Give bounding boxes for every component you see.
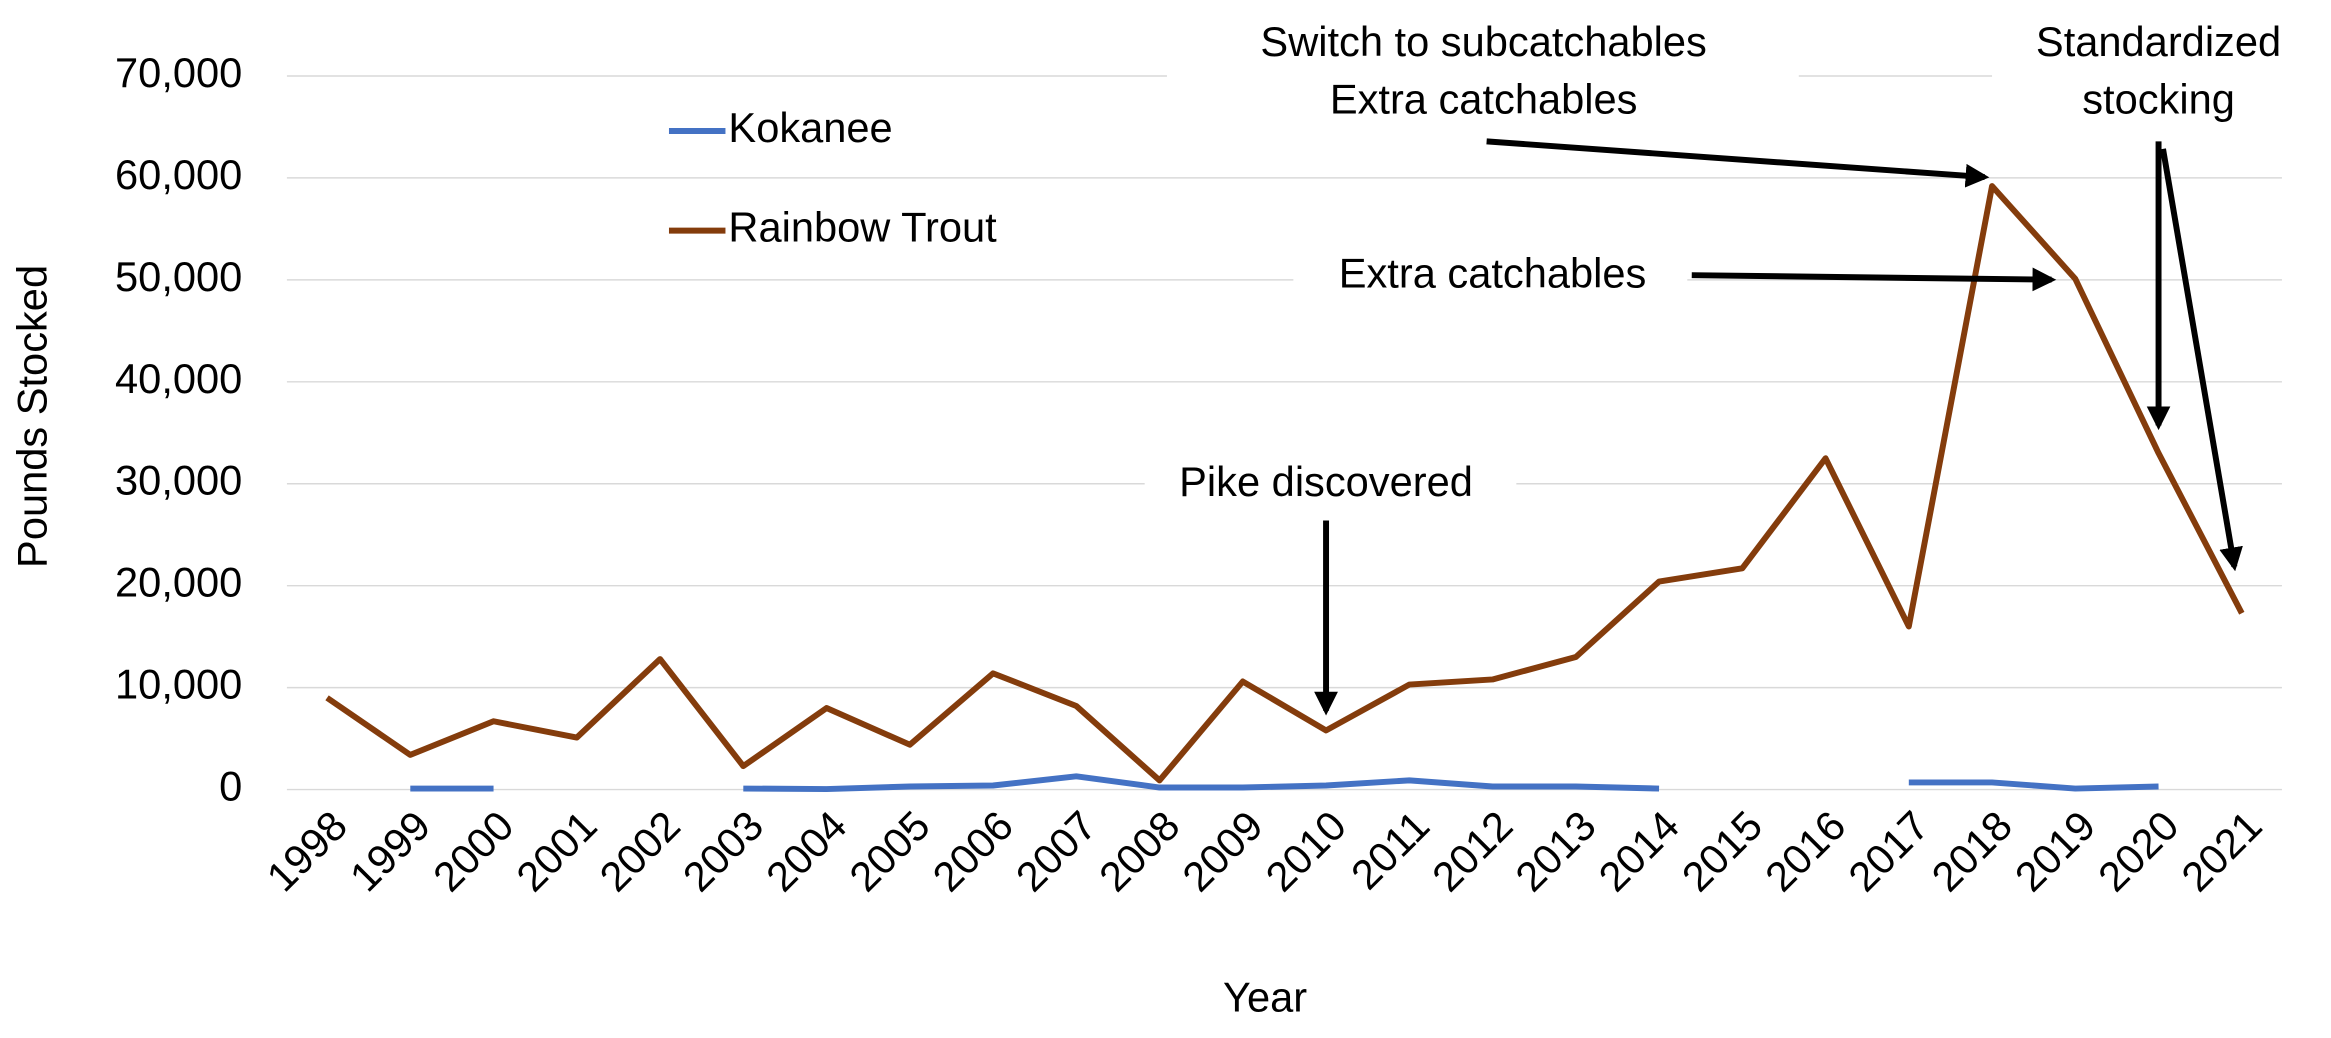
y-tick-label: 60,000 [115, 151, 242, 198]
annotation: Pike discovered [1179, 458, 1473, 505]
y-tick-label: 40,000 [115, 355, 242, 402]
x-axis-label: Year [1223, 974, 1307, 1021]
annotation: Extra catchables [1339, 250, 1647, 297]
annotation-bg [1144, 458, 1517, 512]
x-tick-label: 2021 [2172, 802, 2271, 901]
x-tick-label: 2012 [1423, 802, 1522, 901]
x-tick-label: 1999 [341, 802, 440, 901]
arrow [1691, 267, 2057, 292]
annotation-bg [1293, 249, 1688, 304]
y-tick-label: 30,000 [115, 457, 242, 504]
x-tick-label: 2016 [1756, 802, 1855, 901]
y-tick-label: 0 [219, 763, 242, 810]
x-tick-label: 2017 [1839, 802, 1938, 901]
x-tick-label: 2000 [424, 802, 523, 901]
y-axis-label: Pounds Stocked [9, 265, 56, 568]
annotation: Switch to subcatchables [1260, 18, 1706, 65]
x-tick-label: 2011 [1342, 802, 1439, 899]
legend-label: Kokanee [728, 104, 892, 151]
x-tick-label: 2002 [590, 802, 689, 901]
series-line [1908, 779, 2159, 792]
arrow [2160, 148, 2243, 572]
x-tick-label: 2014 [1589, 802, 1688, 901]
annotation: stocking [2082, 76, 2235, 123]
x-tick-label: 2019 [2006, 802, 2105, 901]
annotation-bg [1166, 15, 1799, 134]
x-tick-label: 2010 [1256, 802, 1355, 901]
series-line [325, 183, 2245, 784]
x-tick-label: 2005 [840, 802, 939, 901]
legend-label: Rainbow Trout [728, 204, 997, 251]
y-tick-label: 20,000 [115, 559, 242, 606]
series-line [743, 773, 1660, 793]
legend: Kokanee Rainbow Trout [668, 104, 997, 251]
y-tick-label: 70,000 [115, 49, 242, 96]
annotation: Extra catchables [1330, 76, 1638, 123]
x-tick-label: 2013 [1506, 802, 1605, 901]
x-tick-label: 2018 [1922, 802, 2021, 901]
x-tick-label: 2008 [1090, 802, 1189, 901]
y-tick-label: 50,000 [115, 253, 242, 300]
annotation: Standardized [2036, 18, 2281, 65]
annotation-bg [1992, 15, 2320, 134]
x-tick-label: 2001 [507, 802, 606, 901]
x-tick-label: 1998 [257, 802, 356, 901]
x-tick-label: 2006 [923, 802, 1022, 901]
x-tick-label: 2009 [1173, 802, 1272, 901]
x-tick-label: 2007 [1007, 802, 1106, 901]
x-tick-label: 2020 [2089, 802, 2188, 901]
x-tick-label: 2015 [1673, 802, 1772, 901]
y-tick-label: 10,000 [115, 661, 242, 708]
x-tick-label: 2003 [674, 802, 773, 901]
arrow [1486, 138, 1990, 188]
x-tick-label: 2004 [757, 802, 856, 901]
